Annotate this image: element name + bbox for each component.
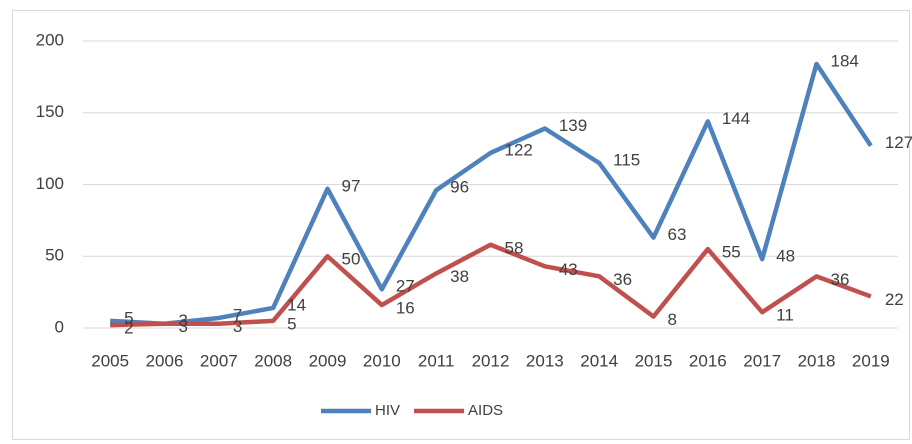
- x-tick-label: 2016: [689, 351, 727, 370]
- data-label: 36: [613, 270, 632, 289]
- data-label: 36: [831, 270, 850, 289]
- data-label: 3: [233, 317, 242, 336]
- data-label: 144: [722, 109, 750, 128]
- data-label: 5: [124, 308, 133, 327]
- data-label: 115: [613, 150, 640, 169]
- y-tick-label: 150: [36, 102, 64, 121]
- y-tick-label: 50: [45, 246, 64, 265]
- x-tick-label: 2012: [472, 351, 510, 370]
- data-label: 8: [668, 310, 677, 329]
- data-label: 43: [559, 260, 578, 279]
- y-tick-label: 0: [55, 317, 64, 336]
- x-tick-label: 2006: [146, 351, 184, 370]
- data-label: 50: [342, 250, 361, 269]
- data-label: 139: [559, 116, 587, 135]
- x-tick-label: 2007: [200, 351, 238, 370]
- chart-border: [12, 10, 910, 440]
- data-label: 5: [287, 314, 296, 333]
- legend-label: AIDS: [468, 402, 503, 419]
- data-label: 122: [505, 140, 533, 159]
- legend-label: HIV: [375, 402, 400, 419]
- data-label: 63: [668, 225, 687, 244]
- data-label: 58: [505, 238, 524, 257]
- data-label: 11: [776, 306, 794, 325]
- data-label: 127: [885, 133, 912, 152]
- x-tick-label: 2011: [418, 351, 455, 370]
- data-label: 2: [124, 319, 133, 338]
- x-tick-label: 2009: [309, 351, 347, 370]
- data-label: 48: [776, 247, 795, 266]
- data-label: 38: [450, 267, 469, 286]
- y-tick-label: 100: [36, 174, 64, 193]
- line-series: [110, 242, 872, 328]
- x-tick-label: 2013: [526, 351, 564, 370]
- data-label: 3: [179, 317, 188, 336]
- x-tick-label: 2019: [852, 351, 890, 370]
- data-label: 97: [342, 176, 361, 195]
- data-label: 7: [233, 305, 242, 324]
- data-label: 22: [885, 290, 904, 309]
- y-tick-label: 200: [36, 30, 64, 49]
- x-tick-label: 2005: [91, 351, 129, 370]
- data-label: 16: [396, 299, 415, 318]
- data-label: 3: [179, 311, 188, 330]
- data-label: 27: [396, 277, 415, 296]
- data-label: 184: [831, 51, 859, 70]
- line-series: [110, 61, 873, 326]
- data-label: 55: [722, 243, 741, 262]
- x-tick-label: 2018: [798, 351, 836, 370]
- x-tick-label: 2010: [363, 351, 401, 370]
- data-label: 96: [450, 178, 469, 197]
- x-tick-label: 2014: [580, 351, 618, 370]
- x-tick-label: 2008: [254, 351, 292, 370]
- x-tick-label: 2015: [635, 351, 673, 370]
- x-tick-label: 2017: [743, 351, 781, 370]
- data-label: 14: [287, 295, 306, 314]
